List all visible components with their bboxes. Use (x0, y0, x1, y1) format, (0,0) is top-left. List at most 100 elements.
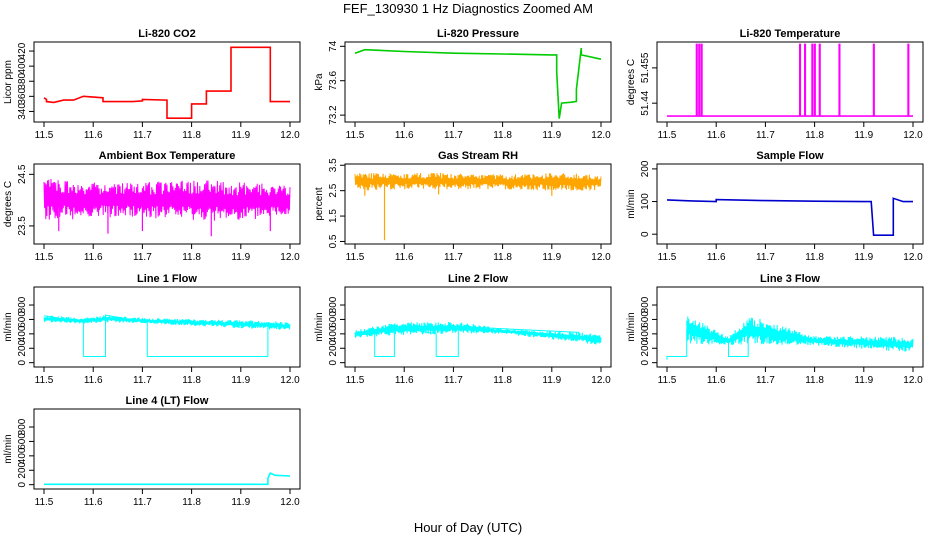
x-tick-label: 12.0 (280, 375, 300, 386)
series-line (354, 47, 602, 119)
y-tick-label: 0 (17, 481, 28, 487)
x-tick-label: 11.9 (231, 130, 250, 141)
y-axis-label: ml/min (3, 434, 14, 463)
y-axis-label: degrees C (626, 59, 637, 105)
y-tick-label: 0.5 (328, 234, 339, 248)
x-tick-label: 11.5 (35, 130, 54, 141)
x-tick-label: 12.0 (280, 497, 300, 508)
y-tick-label: 340 (17, 103, 28, 120)
x-tick-label: 11.7 (133, 252, 152, 263)
x-tick-label: 12.0 (903, 252, 923, 263)
panel-8: Line 2 Flow ml/min 11.5 11.6 11.7 11.8 11.9 12.… (314, 273, 612, 386)
y-tick-label: 600 (17, 433, 28, 450)
plot-area (666, 197, 913, 236)
panel-5: Gas Stream RH percent 11.5 11.6 11.7 11.8 11.9… (314, 150, 612, 263)
panel-10: Line 4 (LT) Flow ml/min 11.5 11.6 11.7 11.8 11… (3, 395, 301, 508)
plot-frame (656, 41, 924, 123)
x-tick-label: 11.8 (493, 130, 512, 141)
panel-6: Sample Flow ml/min 11.5 11.6 11.7 11.8 11.9 12.… (626, 150, 924, 263)
panel-title: Line 4 (LT) Flow (126, 395, 209, 407)
plot-area (43, 178, 291, 237)
y-tick-label: 2.5 (328, 183, 339, 197)
x-tick-label: 11.8 (805, 130, 824, 141)
x-tick-label: 11.9 (854, 130, 873, 141)
series-band (43, 315, 291, 330)
y-tick-label: 200 (17, 339, 28, 356)
x-tick-label: 11.9 (542, 130, 561, 141)
figure-x-axis-label: Hour of Day (UTC) (414, 520, 522, 535)
x-tick-label: 11.8 (493, 375, 512, 386)
y-tick-label: 800 (328, 296, 339, 313)
series-band (354, 172, 602, 191)
plot-area (43, 314, 291, 357)
y-tick-label: 0 (640, 231, 651, 237)
series-line (666, 329, 914, 360)
series-line (43, 46, 290, 119)
panel-title: Ambient Box Temperature (99, 150, 236, 162)
y-tick-label: 400 (17, 325, 28, 342)
plot-frame (33, 286, 301, 368)
y-tick-label: 73.2 (328, 105, 339, 125)
x-tick-label: 11.7 (133, 130, 152, 141)
x-tick-label: 12.0 (591, 130, 611, 141)
y-tick-label: 600 (17, 311, 28, 328)
x-tick-label: 11.5 (658, 130, 677, 141)
x-tick-label: 12.0 (903, 130, 923, 141)
panel-4: Ambient Box Temperature degrees C 11.5 11.6… (3, 150, 301, 263)
y-tick-label: 0 (17, 359, 28, 365)
series-line (666, 197, 913, 236)
y-axis-label: percent (314, 187, 325, 221)
panel-7: Line 1 Flow ml/min 11.5 11.6 11.7 11.8 11.9 12.… (3, 273, 301, 386)
panel-title: Line 3 Flow (760, 273, 820, 285)
panel-title: Line 2 Flow (448, 273, 508, 285)
panel-1: Li-820 CO2 Licor ppm 11.5 11.6 11.7 11.8 11.9 1… (3, 28, 301, 141)
x-tick-label: 11.7 (133, 497, 152, 508)
series-band (354, 321, 602, 345)
x-tick-label: 11.5 (346, 252, 365, 263)
plot-frame (33, 163, 301, 245)
y-tick-label: 200 (17, 461, 28, 478)
panel-title: Li-820 CO2 (138, 28, 195, 40)
plot-area (666, 316, 914, 360)
x-tick-label: 11.6 (707, 375, 726, 386)
x-tick-label: 11.5 (35, 375, 54, 386)
x-tick-label: 11.5 (658, 375, 677, 386)
x-tick-label: 11.5 (35, 252, 54, 263)
x-tick-label: 11.5 (35, 497, 54, 508)
y-tick-label: 1.5 (328, 209, 339, 223)
y-tick-label: 200 (640, 339, 651, 356)
y-tick-label: 360 (17, 88, 28, 105)
plot-area (667, 43, 913, 117)
x-tick-label: 11.7 (444, 130, 463, 141)
x-tick-label: 11.9 (542, 252, 561, 263)
y-tick-label: 380 (17, 72, 28, 89)
y-tick-label: 23.5 (17, 216, 28, 236)
panel-9: Line 3 Flow ml/min 11.5 11.6 11.7 11.8 11.9 12.… (626, 273, 924, 386)
panel-title: Li-820 Pressure (437, 28, 519, 40)
plot-frame (344, 163, 612, 245)
y-tick-label: 24.5 (17, 164, 28, 184)
x-tick-label: 11.7 (133, 375, 152, 386)
y-tick-label: 3.5 (328, 158, 339, 172)
x-tick-label: 12.0 (280, 130, 300, 141)
plot-frame (656, 286, 924, 368)
x-tick-label: 12.0 (591, 252, 611, 263)
y-tick-label: 400 (328, 325, 339, 342)
plot-area (354, 172, 602, 241)
x-tick-label: 11.8 (805, 252, 824, 263)
y-tick-label: 800 (17, 418, 28, 435)
y-tick-label: 420 (17, 42, 28, 59)
x-tick-label: 11.9 (854, 252, 873, 263)
y-tick-label: 800 (17, 296, 28, 313)
series-band (686, 316, 914, 352)
x-tick-label: 11.5 (346, 375, 365, 386)
y-axis-label: ml/min (626, 312, 637, 341)
x-tick-label: 11.9 (231, 375, 250, 386)
x-tick-label: 11.6 (84, 130, 103, 141)
x-tick-label: 11.6 (84, 375, 103, 386)
y-tick-label: 51.44 (640, 90, 651, 115)
x-tick-label: 11.8 (182, 497, 201, 508)
x-tick-label: 11.7 (756, 375, 775, 386)
y-tick-label: 200 (640, 160, 651, 177)
